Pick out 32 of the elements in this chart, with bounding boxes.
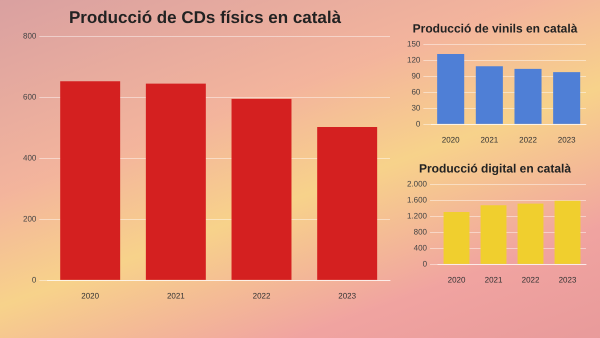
- chart-title: Producció de vinils en català: [412, 22, 578, 36]
- y-tick-label: 800: [22, 32, 37, 41]
- x-tick-label: 2023: [338, 291, 357, 300]
- y-tick-label: 400: [414, 244, 428, 253]
- y-tick-label: 120: [406, 56, 421, 65]
- y-tick-label: 200: [22, 214, 37, 224]
- y-tick-label: 600: [22, 92, 37, 102]
- y-tick-label: 800: [414, 228, 428, 237]
- x-tick-label: 2021: [166, 291, 186, 300]
- x-tick-label: 2022: [519, 135, 538, 144]
- y-tick-label: 90: [411, 72, 421, 81]
- x-tick-label: 2021: [480, 135, 499, 144]
- x-tick-label: 2020: [448, 275, 466, 284]
- chart-title: Producció de CDs físics en català: [68, 8, 342, 27]
- x-tick-label: 2023: [558, 275, 577, 284]
- x-tick-label: 2020: [442, 135, 460, 144]
- y-tick-label: 0: [32, 276, 37, 285]
- x-tick-label: 2021: [484, 275, 503, 284]
- y-tick-label: 400: [22, 154, 37, 163]
- x-tick-label: 2022: [252, 291, 271, 300]
- y-tick-label: 2.000: [406, 180, 428, 189]
- y-tick-label: 0: [422, 260, 428, 269]
- y-tick-label: 150: [406, 40, 421, 49]
- x-tick-label: 2020: [81, 291, 100, 300]
- chart-title: Producció digital en català: [418, 162, 572, 176]
- y-tick-label: 0: [416, 120, 421, 129]
- x-tick-label: 2022: [522, 275, 540, 284]
- y-tick-label: 60: [411, 88, 421, 97]
- y-tick-label: 1.600: [406, 196, 428, 205]
- y-tick-label: 30: [411, 104, 421, 113]
- y-tick-label: 1.200: [406, 212, 428, 221]
- x-tick-label: 2023: [558, 135, 576, 144]
